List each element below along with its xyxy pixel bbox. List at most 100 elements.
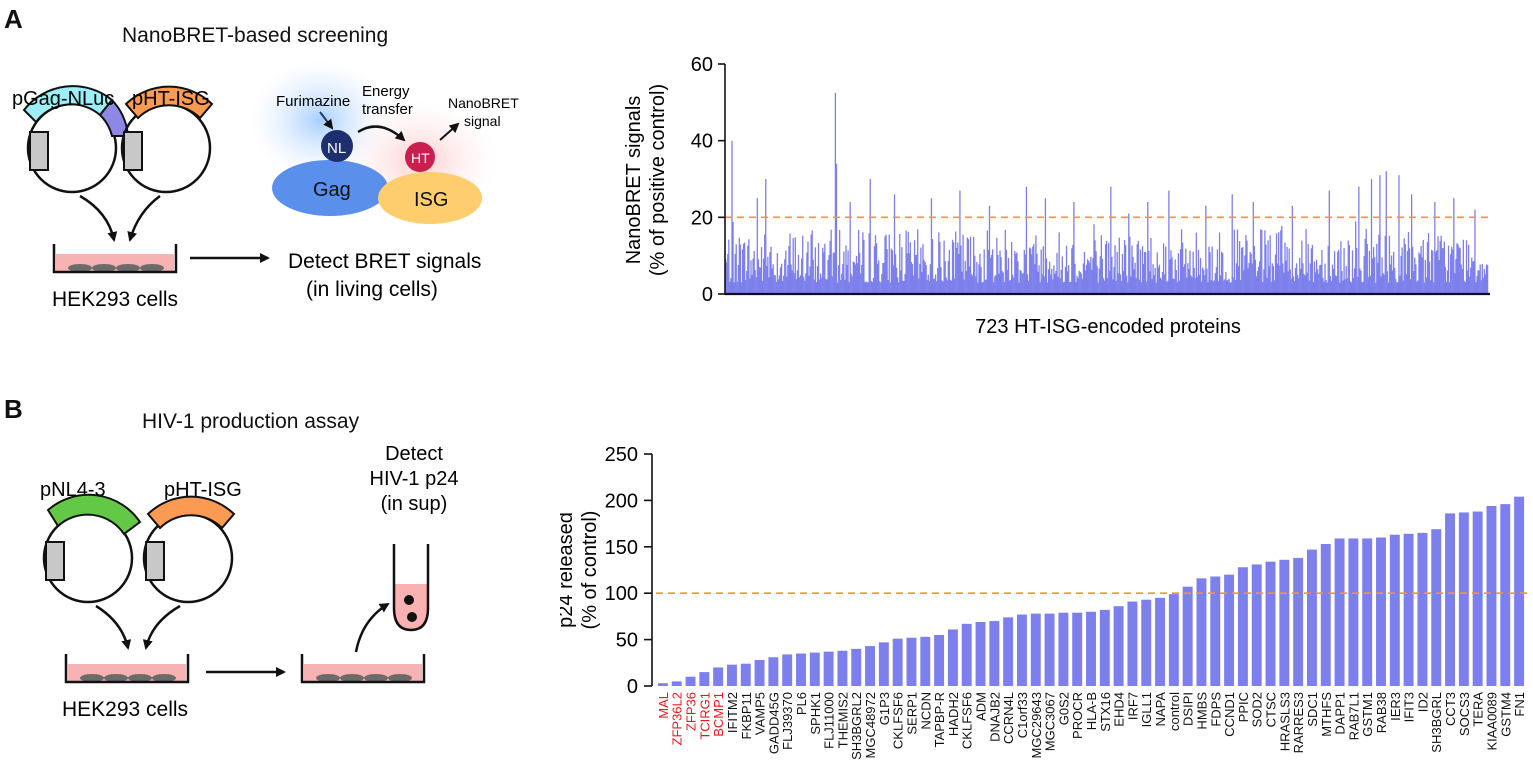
nanobret-bar <box>1405 274 1407 294</box>
nanobret-bar <box>855 255 858 294</box>
nanobret-bar <box>1172 278 1174 294</box>
nanobret-bar <box>922 244 924 294</box>
nanobret-bar <box>926 279 928 294</box>
nanobret-bar <box>963 279 965 294</box>
nanobret-bar <box>970 273 973 294</box>
nanobret-bar <box>979 253 981 294</box>
nanobret-bar <box>746 270 748 294</box>
p24-bar <box>1348 538 1359 686</box>
nanobret-bar <box>1462 239 1464 294</box>
nanobret-bar <box>773 275 775 294</box>
nanobret-bar <box>1364 238 1366 294</box>
nanobret-bar <box>1024 254 1027 294</box>
nanobret-bar <box>1044 198 1047 294</box>
nanobret-bar <box>1022 273 1024 294</box>
nanobret-bar <box>1208 246 1210 294</box>
nanobret-bars <box>725 92 1489 294</box>
p24-bar <box>1099 609 1110 686</box>
nanobret-bar <box>781 280 784 294</box>
nanobret-bar <box>1310 248 1313 294</box>
nanobret-bar <box>1110 186 1112 294</box>
nanobret-bar <box>1369 275 1372 294</box>
nanobret-bar <box>1066 271 1069 294</box>
nanobret-schematic: pGag-NLuc pHT-ISG HEK293 cells Gag ISG N… <box>12 60 519 311</box>
nanobret-bar <box>1329 275 1332 294</box>
nanobret-bar <box>1353 268 1356 294</box>
nanobret-bar <box>868 233 870 294</box>
nanobret-bar <box>1395 278 1397 294</box>
nanobret-bar <box>1045 258 1048 294</box>
nanobret-bar <box>983 249 985 294</box>
nanobret-bar <box>903 280 905 294</box>
nanobret-bar <box>1386 271 1388 294</box>
p24-category-label: THEMIS2 <box>835 692 850 748</box>
nanobret-bar <box>951 239 954 294</box>
nanobret-bar <box>1244 255 1246 294</box>
p24-category-label: IER3 <box>1388 692 1403 721</box>
nanobret-bar <box>1098 268 1100 294</box>
nanobret-bar <box>1034 264 1036 294</box>
p24-bar-chart: 0 50 100 150 200 250 MALZFP36L2ZFP36TCIRG1BCM… <box>560 444 1530 760</box>
nanobret-bar <box>938 232 940 294</box>
nanobret-bar <box>967 239 970 294</box>
p24-category-label: EHD4 <box>1112 692 1127 727</box>
p24-category-label: FN1 <box>1512 692 1527 717</box>
nanobret-bar <box>1375 282 1377 294</box>
nanobret-bar <box>1180 229 1183 294</box>
nanobret-bar <box>1351 250 1354 294</box>
nanobret-bar <box>1094 240 1096 294</box>
nanobret-bar <box>1448 282 1451 294</box>
nanobret-bar <box>1341 270 1343 294</box>
nanobret-bar <box>1173 278 1175 294</box>
nanobret-bar <box>810 234 812 294</box>
energy-transfer-label: Energy transfer <box>362 83 413 118</box>
nanobret-bar <box>1091 269 1093 294</box>
p24-category-label: SH3BGRL2 <box>849 692 864 760</box>
nanobret-bar <box>910 262 913 294</box>
nanobret-bar <box>886 249 888 294</box>
nanobret-bar <box>1458 247 1460 294</box>
nanobret-bar <box>805 273 807 294</box>
nanobret-bar <box>730 278 732 294</box>
p24-category-label: ZFP36L2 <box>670 692 685 745</box>
nanobret-bar <box>1279 265 1281 294</box>
substrate-label: Furimazine <box>276 93 350 110</box>
nanobret-bar <box>959 190 961 294</box>
nanobret-bar <box>1357 276 1359 294</box>
nanobret-bar <box>1157 267 1159 294</box>
nanobret-bar <box>1342 280 1344 294</box>
p24-category-label: MTHFS <box>1319 692 1334 737</box>
nanobret-bar <box>1252 202 1254 294</box>
nanobret-bar <box>849 202 851 294</box>
nanobret-bar <box>1418 252 1420 294</box>
nanobret-bar <box>1210 280 1212 294</box>
p24-bar <box>1127 601 1138 686</box>
nanobret-bar <box>968 266 971 294</box>
p24-y-tick-label: 150 <box>605 537 638 559</box>
nanobret-bar <box>800 258 803 294</box>
nanobret-bar <box>1447 245 1450 294</box>
nanobret-bar <box>870 281 872 294</box>
p24-category-label: BCMP1 <box>711 692 726 737</box>
p24-category-label: FDPS <box>1208 692 1223 727</box>
nanobret-bar <box>999 250 1001 294</box>
nanobret-bar <box>1018 282 1020 294</box>
nanobret-bar <box>772 264 774 294</box>
nanobret-bar <box>726 262 728 294</box>
p24-bar <box>1417 532 1428 686</box>
p24-bar <box>754 660 765 686</box>
nanobret-bar <box>1286 246 1288 294</box>
nanobret-bar <box>1143 252 1146 294</box>
nanobret-bar <box>1176 281 1178 294</box>
gag-label: Gag <box>313 179 351 201</box>
nanobret-bar <box>771 268 773 294</box>
nanobret-bar <box>1202 267 1204 294</box>
nanobret-bar <box>1254 259 1257 294</box>
nanobret-bar <box>802 235 804 294</box>
nanobret-bar <box>947 260 949 294</box>
nanobret-bar <box>936 281 938 294</box>
nanobret-bar <box>1332 268 1335 294</box>
nanobret-bar <box>1192 251 1194 294</box>
p24-bar <box>1514 496 1525 686</box>
p24-bar <box>740 663 751 686</box>
